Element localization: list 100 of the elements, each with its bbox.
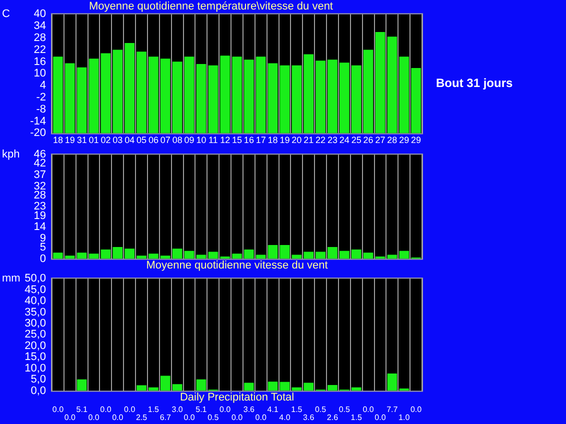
y-tick-label: 28 bbox=[34, 189, 46, 202]
bar bbox=[244, 250, 254, 259]
data-label: 2.6 bbox=[326, 413, 339, 422]
x-tick-label: 01 bbox=[88, 135, 99, 146]
bar bbox=[316, 60, 326, 134]
data-label: 0.0 bbox=[184, 413, 196, 422]
x-tick-label: 12 bbox=[220, 135, 230, 146]
data-label: 1.5 bbox=[291, 405, 303, 414]
y-tick-label: 20,0 bbox=[24, 340, 46, 352]
bar bbox=[196, 379, 206, 391]
y-tick-label: 0 bbox=[40, 252, 46, 265]
data-label: 0.0 bbox=[88, 413, 100, 422]
bar bbox=[184, 250, 194, 259]
bar bbox=[280, 382, 290, 391]
x-tick-label: 05 bbox=[136, 135, 147, 146]
bar bbox=[88, 254, 99, 259]
x-tick-label: 24 bbox=[339, 135, 350, 146]
bar bbox=[124, 248, 134, 259]
data-label: 0.0 bbox=[64, 413, 76, 422]
bar bbox=[256, 254, 266, 259]
bar bbox=[292, 254, 302, 259]
bar bbox=[53, 252, 63, 259]
x-tick-label: 19 bbox=[280, 135, 290, 146]
bar bbox=[328, 384, 338, 391]
y-tick-label: 10,0 bbox=[24, 362, 46, 374]
bar bbox=[136, 256, 146, 259]
bar bbox=[136, 52, 146, 134]
y-tick-label: 30,0 bbox=[24, 318, 46, 330]
bar bbox=[76, 67, 87, 134]
bar bbox=[387, 254, 398, 259]
bar bbox=[88, 58, 99, 134]
bar bbox=[160, 376, 170, 391]
y-tick-label: 4 bbox=[40, 80, 46, 92]
bar bbox=[232, 254, 242, 259]
bar bbox=[328, 247, 338, 259]
bar bbox=[172, 62, 182, 134]
bar bbox=[280, 244, 290, 259]
data-label: 2.5 bbox=[136, 413, 148, 422]
x-tick-label: 28 bbox=[387, 135, 398, 146]
bar bbox=[196, 254, 206, 259]
y-tick-label: 19 bbox=[34, 210, 46, 222]
bar bbox=[304, 252, 314, 259]
bar bbox=[304, 382, 314, 391]
y-tick-label: -14 bbox=[30, 115, 46, 128]
x-tick-label: 31 bbox=[76, 135, 87, 146]
data-label: 0.0 bbox=[124, 405, 136, 414]
data-label: 0.0 bbox=[52, 405, 64, 414]
x-tick-label: 06 bbox=[148, 135, 158, 146]
data-label: 0.5 bbox=[338, 405, 351, 414]
x-tick-label: 15 bbox=[232, 135, 242, 146]
data-label: 5.1 bbox=[76, 405, 88, 414]
data-label: 0.5 bbox=[208, 413, 220, 422]
bar bbox=[208, 252, 218, 259]
y-tick-label: 10 bbox=[34, 68, 46, 80]
x-tick-label: 08 bbox=[172, 135, 182, 146]
x-tick-label: 02 bbox=[100, 135, 111, 146]
data-label: 1.5 bbox=[148, 405, 160, 414]
bar bbox=[136, 385, 146, 391]
y-tick-label: 35,0 bbox=[24, 306, 46, 318]
y-tick-label: 5 bbox=[40, 242, 46, 254]
x-tick-label: 04 bbox=[124, 135, 135, 146]
bar bbox=[387, 374, 398, 391]
x-tick-label: 29 bbox=[399, 135, 410, 146]
data-label: 0.0 bbox=[220, 405, 232, 414]
bar bbox=[328, 60, 338, 134]
data-label: 0.0 bbox=[362, 405, 374, 414]
data-label: 7.7 bbox=[386, 405, 398, 414]
bar bbox=[148, 387, 158, 391]
x-tick-label: 23 bbox=[327, 135, 338, 146]
y-axis-title: mm bbox=[2, 272, 20, 285]
y-tick-label: 45,0 bbox=[24, 284, 46, 296]
x-axis-title: Daily Precipitation Total bbox=[180, 391, 294, 404]
y-tick-label: 9 bbox=[40, 232, 46, 244]
bar bbox=[363, 50, 374, 134]
x-tick-label: 07 bbox=[160, 135, 170, 146]
y-tick-label: -8 bbox=[36, 103, 46, 116]
y-axis-title: kph bbox=[2, 148, 20, 161]
data-label: 4.0 bbox=[279, 413, 291, 422]
data-label: 3.6 bbox=[303, 413, 315, 422]
bar bbox=[100, 53, 111, 134]
bar bbox=[220, 56, 230, 134]
bar bbox=[76, 379, 87, 391]
x-tick-label: 11 bbox=[208, 135, 218, 146]
bar bbox=[411, 68, 421, 134]
bar bbox=[304, 54, 314, 134]
bar bbox=[172, 384, 182, 391]
bar bbox=[399, 56, 409, 134]
bar bbox=[387, 36, 398, 134]
bar bbox=[232, 56, 242, 134]
y-tick-label: 50,0 bbox=[24, 272, 46, 285]
x-tick-label: 25 bbox=[351, 135, 362, 146]
y-tick-label: 40,0 bbox=[24, 295, 46, 308]
y-tick-label: 16 bbox=[34, 56, 46, 68]
bar bbox=[100, 250, 111, 259]
bar bbox=[53, 56, 63, 134]
data-label: 0.0 bbox=[255, 413, 267, 422]
data-label: 0.0 bbox=[410, 405, 422, 414]
data-label: 0.0 bbox=[374, 413, 386, 422]
bar bbox=[292, 65, 302, 134]
bar bbox=[172, 248, 182, 259]
